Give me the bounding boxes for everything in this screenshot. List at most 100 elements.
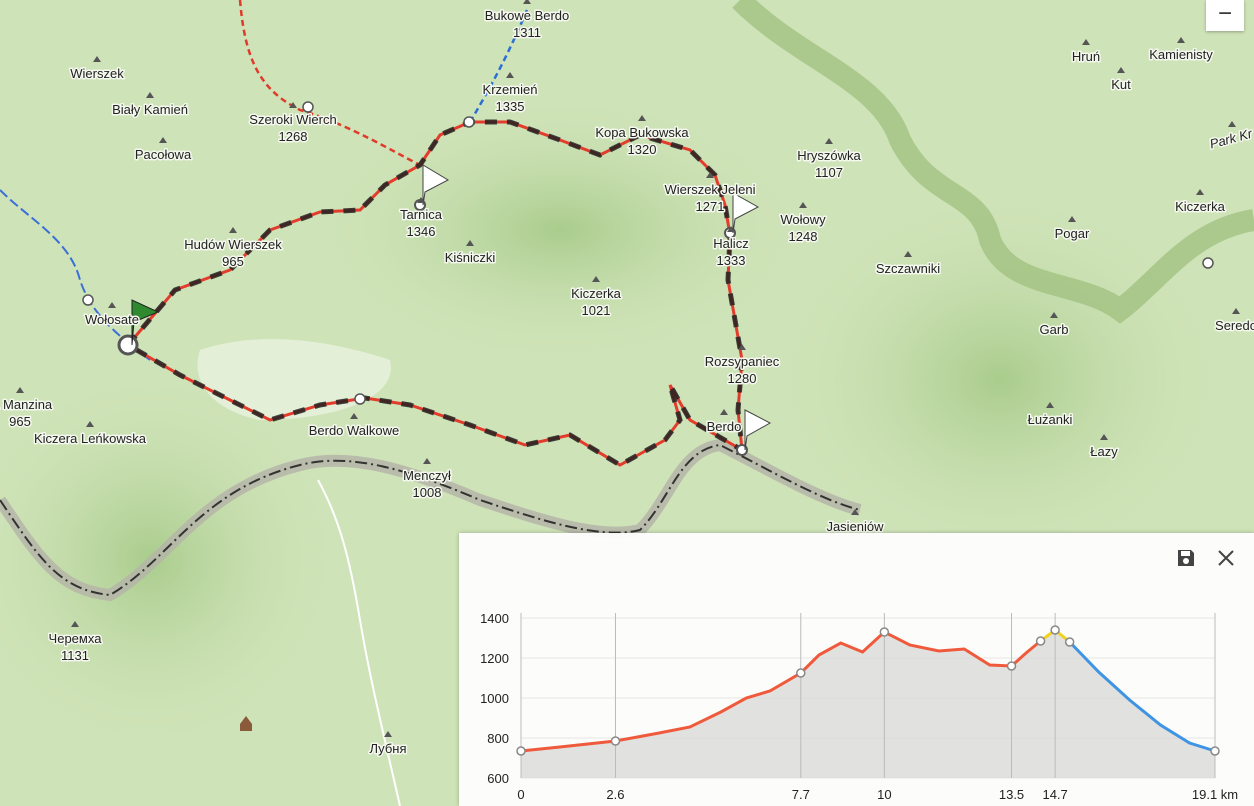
profile-marker [1035,636,1046,646]
start-flag [131,299,160,346]
junction [1202,257,1214,269]
y-tick-label: 1000 [480,691,509,706]
place-name: Лубня [370,741,407,756]
place-elevation: 965 [222,254,244,269]
place-name: Kiczerka [1175,199,1226,214]
river [317,479,401,806]
junction [82,294,94,306]
peak-marker [738,344,746,350]
place-elevation: 1008 [413,485,442,500]
place-elevation: 1248 [789,229,818,244]
place-elevation: 1280 [728,371,757,386]
place-name: Berdo Walkowe [309,423,400,438]
relief [300,90,820,370]
place-elevation: 1311 [513,25,541,40]
x-tick-label: 13.5 [999,787,1024,802]
peak-marker [1232,308,1240,314]
peak-marker [229,227,237,233]
x-tick-label: 7.7 [792,787,810,802]
place-name: Kiczera Leńkowska [34,431,147,446]
profile-marker [610,736,621,746]
peak-marker [638,115,646,121]
peak-marker [16,387,24,393]
place-name: Wierszek [70,66,124,81]
peak-marker [1117,67,1125,73]
peak-marker [523,0,531,4]
park-boundary [732,0,1254,324]
elevation-chart: 600 800 1000 1200 1400 0 2.6 7.7 10 13.5 14.7 19.1 … [480,611,1238,802]
junction [354,393,366,405]
relief [0,360,350,760]
place-name: Kiczerka [571,286,622,301]
peak-marker [799,202,807,208]
y-tick-label: 1200 [480,651,509,666]
peak-marker [720,409,728,415]
peak-marker [86,421,94,427]
place-elevation: 1333 [717,253,746,268]
peak-marker [384,731,392,737]
x-tick-label: 2.6 [606,787,624,802]
peak-marker [1046,402,1054,408]
profile-marker [1064,637,1075,647]
peak-marker [1177,37,1185,43]
border-line [0,189,151,361]
place-name: Łazy [1090,444,1118,459]
place-name: Kopa Bukowska [595,125,689,140]
profile-marker [879,627,890,637]
place-name: Garb [1040,322,1069,337]
profile-line [520,630,1042,753]
place-name: Черемха [49,631,103,646]
peak-marker [1196,189,1204,195]
place-name: Łużanki [1028,412,1073,427]
profile-marker [1006,661,1017,671]
profile-line [1068,640,1216,753]
place-name: Wierszek Jeleni [664,182,755,197]
place-name: Pogar [1055,226,1090,241]
peak-marker [350,413,358,419]
shelter-icon [240,716,252,731]
zoom-out-button[interactable]: − [1206,0,1244,31]
x-tick-label: 14.7 [1042,787,1067,802]
place-name: Rozsypaniec [705,354,780,369]
place-name: Hryszówka [797,148,861,163]
y-tick-label: 1400 [480,611,509,626]
y-tick-label: 600 [487,771,509,786]
trail-red [238,0,421,167]
place-elevation: 1021 [582,303,611,318]
area-fill [521,630,1215,778]
place-name: Jasieniów [826,519,884,534]
peak-marker [506,72,514,78]
close-button[interactable] [1215,547,1237,569]
peak-marker [423,458,431,464]
place-name: Halicz [713,236,748,251]
relief [760,180,1240,580]
place-name: Krzemień [483,82,538,97]
peak-marker [825,138,833,144]
peak-marker [146,92,154,98]
peak-marker [108,302,116,308]
junction [463,116,475,128]
save-button[interactable] [1175,547,1197,569]
place-elevation: 1271 [696,199,725,214]
place-name: Bukowe Berdo [485,8,570,23]
place-elevation: 1131 [61,648,89,663]
start-point[interactable] [117,334,139,356]
road [0,438,862,602]
peak-marker [727,226,735,232]
place-elevation: 1268 [279,129,308,144]
peak-marker [1082,39,1090,45]
profile-marker [1210,746,1220,756]
x-tick-label: 10 [877,787,891,802]
place-name: Szeroki Wierch [249,112,336,127]
peak-marker [289,102,297,108]
peak-marker [71,621,79,627]
place-name: ra Manzina [0,397,53,412]
place-name: Hudów Wierszek [184,237,282,252]
peak-marker [93,56,101,62]
trail-blue [468,9,529,123]
peak-marker [1068,216,1076,222]
place-name: Pacołowa [135,147,192,162]
place-name: Kamienisty [1149,47,1213,62]
